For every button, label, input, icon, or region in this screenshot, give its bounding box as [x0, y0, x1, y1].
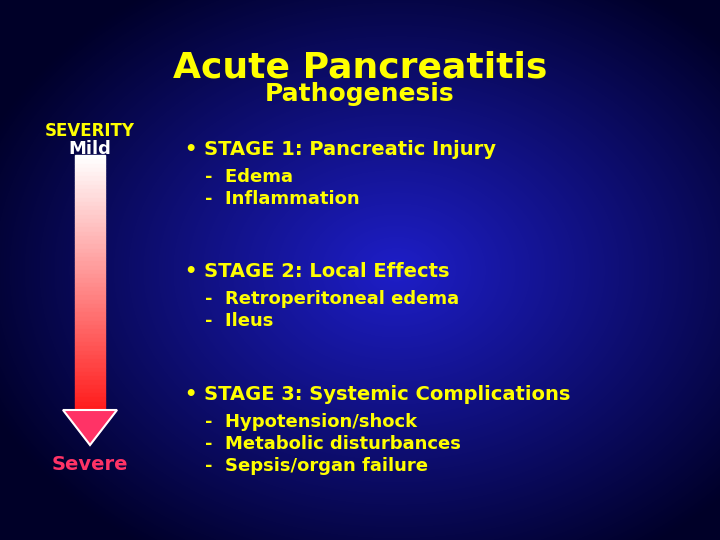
Bar	[75, 334, 105, 338]
Text: • STAGE 3: Systemic Complications: • STAGE 3: Systemic Complications	[185, 385, 570, 404]
Bar	[75, 402, 105, 406]
Bar	[75, 389, 105, 393]
Bar	[75, 282, 105, 287]
Bar	[75, 380, 105, 384]
Bar	[75, 300, 105, 303]
Bar	[75, 240, 105, 244]
Bar	[75, 176, 105, 180]
Bar	[75, 363, 105, 368]
Text: -  Sepsis/organ failure: - Sepsis/organ failure	[205, 457, 428, 475]
Bar	[75, 227, 105, 232]
Text: Acute Pancreatitis: Acute Pancreatitis	[173, 50, 547, 84]
Bar	[75, 210, 105, 214]
Bar	[75, 376, 105, 380]
Text: -  Edema: - Edema	[205, 168, 293, 186]
Bar	[75, 198, 105, 202]
Bar	[75, 261, 105, 266]
Bar	[75, 155, 105, 159]
Bar	[75, 189, 105, 193]
Bar	[75, 193, 105, 198]
Bar	[75, 236, 105, 240]
Bar	[75, 359, 105, 363]
Bar	[75, 244, 105, 248]
Bar	[75, 295, 105, 300]
Bar	[75, 329, 105, 334]
Bar	[75, 202, 105, 206]
Bar	[75, 355, 105, 359]
Text: Severe: Severe	[52, 455, 128, 474]
Bar	[75, 316, 105, 321]
Bar	[75, 287, 105, 291]
Text: Mild: Mild	[68, 140, 112, 158]
Bar	[75, 164, 105, 168]
Bar	[75, 270, 105, 274]
Bar	[75, 338, 105, 342]
Bar	[75, 325, 105, 329]
Text: -  Metabolic disturbances: - Metabolic disturbances	[205, 435, 461, 453]
Bar	[75, 168, 105, 172]
Bar	[75, 368, 105, 372]
Bar	[75, 159, 105, 164]
Bar	[75, 180, 105, 185]
Bar	[75, 372, 105, 376]
Bar	[75, 206, 105, 210]
Text: SEVERITY: SEVERITY	[45, 122, 135, 140]
Bar	[75, 257, 105, 261]
Bar	[75, 342, 105, 346]
Bar	[75, 393, 105, 397]
Bar	[75, 274, 105, 278]
Bar	[75, 350, 105, 355]
Bar	[75, 253, 105, 257]
Bar	[75, 185, 105, 189]
Bar	[75, 172, 105, 176]
Text: -  Retroperitoneal edema: - Retroperitoneal edema	[205, 290, 459, 308]
Bar	[75, 223, 105, 227]
Text: -  Hypotension/shock: - Hypotension/shock	[205, 413, 417, 431]
Text: • STAGE 2: Local Effects: • STAGE 2: Local Effects	[185, 262, 449, 281]
Bar	[75, 266, 105, 270]
Bar	[75, 219, 105, 223]
Text: • STAGE 1: Pancreatic Injury: • STAGE 1: Pancreatic Injury	[185, 140, 496, 159]
Bar	[75, 321, 105, 325]
Text: Pathogenesis: Pathogenesis	[265, 82, 455, 106]
Bar	[75, 278, 105, 282]
Text: -  Inflammation: - Inflammation	[205, 190, 359, 208]
Bar	[75, 308, 105, 312]
Bar	[75, 397, 105, 402]
Bar	[75, 291, 105, 295]
Bar	[75, 384, 105, 389]
Polygon shape	[63, 410, 117, 445]
Text: -  Ileus: - Ileus	[205, 312, 274, 330]
Bar	[75, 303, 105, 308]
Bar	[75, 248, 105, 253]
Bar	[75, 406, 105, 410]
Bar	[75, 346, 105, 350]
Bar	[75, 232, 105, 236]
Bar	[75, 312, 105, 316]
Bar	[75, 214, 105, 219]
